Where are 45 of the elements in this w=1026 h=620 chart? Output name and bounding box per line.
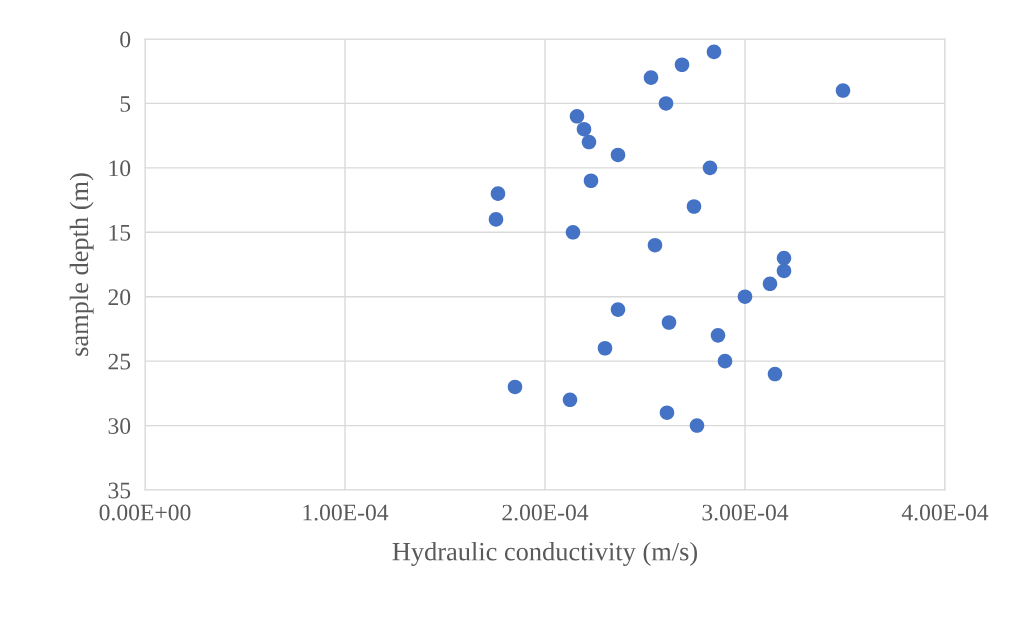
- point: [659, 405, 675, 420]
- x-tick-label: 4.00E-04: [901, 504, 989, 521]
- y-axis-title: sample depth (m): [69, 173, 94, 356]
- point: [767, 366, 783, 382]
- point: [507, 379, 523, 395]
- y-tick-label: 15: [109, 224, 131, 241]
- point: [706, 44, 722, 60]
- y-tick-label: 30: [108, 418, 131, 434]
- point: [610, 302, 626, 317]
- x-tick-label: 0.00E+00: [99, 504, 191, 521]
- y-tick-label: 35: [108, 482, 131, 499]
- x-tick-label: 1.00E-04: [303, 504, 389, 521]
- point: [710, 328, 726, 343]
- point: [762, 276, 778, 292]
- point: [717, 353, 733, 369]
- point: [490, 186, 506, 201]
- x-axis-title: Hydraulic conductivity (m/s): [392, 541, 698, 566]
- point: [702, 160, 718, 176]
- point: [674, 57, 690, 73]
- point: [488, 212, 504, 227]
- point: [647, 237, 663, 253]
- point: [562, 392, 578, 408]
- point: [686, 199, 702, 214]
- point: [737, 289, 753, 304]
- point: [569, 109, 585, 124]
- point: [581, 134, 597, 150]
- y-tick-label: 10: [109, 160, 131, 177]
- point: [610, 147, 626, 163]
- y-tick-label: 20: [108, 289, 131, 306]
- x-tick-label: 2.00E-04: [502, 504, 589, 521]
- point: [643, 70, 659, 85]
- point: [776, 250, 792, 266]
- point: [689, 418, 705, 433]
- point: [576, 121, 592, 137]
- point: [776, 263, 792, 279]
- x-tick-label: 3.00E-04: [702, 504, 789, 521]
- point: [835, 83, 851, 98]
- point: [661, 315, 677, 330]
- y-tick-label: 5: [120, 96, 131, 112]
- point: [583, 173, 599, 189]
- y-tick-label: 25: [108, 353, 131, 370]
- y-tick-label: 0: [120, 31, 131, 48]
- point: [658, 96, 674, 111]
- point: [597, 340, 613, 356]
- point: [565, 225, 581, 240]
